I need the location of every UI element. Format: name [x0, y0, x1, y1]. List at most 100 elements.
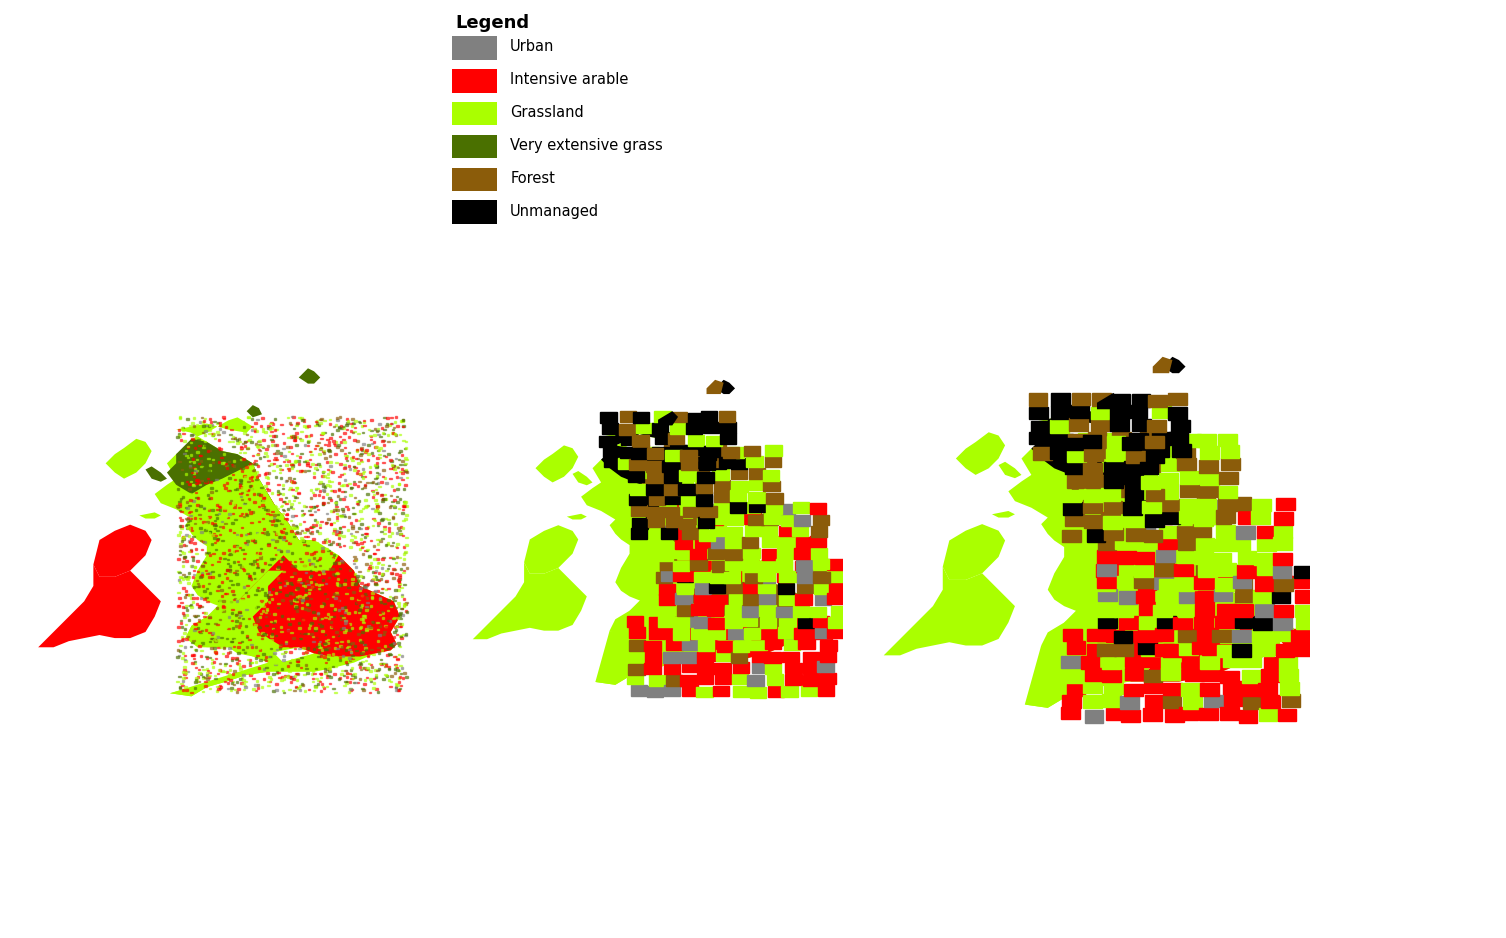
Bar: [372, 654, 375, 656]
Bar: [261, 635, 264, 637]
Bar: [196, 603, 199, 605]
Bar: [256, 620, 259, 622]
Bar: [358, 481, 360, 482]
Bar: [711, 561, 727, 571]
Bar: [351, 460, 354, 461]
Bar: [375, 482, 376, 484]
Bar: [233, 545, 236, 547]
Bar: [197, 571, 199, 572]
Bar: [346, 587, 349, 588]
Bar: [405, 610, 407, 612]
Bar: [384, 498, 386, 500]
Bar: [354, 469, 355, 471]
Polygon shape: [1071, 459, 1146, 524]
Bar: [256, 680, 259, 682]
Bar: [367, 669, 369, 671]
Bar: [363, 471, 364, 473]
Bar: [310, 533, 313, 534]
Bar: [226, 577, 229, 579]
Bar: [360, 606, 363, 608]
Bar: [401, 608, 402, 610]
Bar: [286, 508, 289, 509]
Bar: [301, 601, 303, 603]
Bar: [1069, 418, 1087, 431]
Bar: [1114, 643, 1133, 656]
Bar: [399, 578, 401, 580]
Bar: [709, 582, 726, 593]
Bar: [384, 673, 387, 675]
Bar: [244, 502, 245, 504]
Bar: [291, 631, 292, 633]
Bar: [387, 610, 389, 612]
Bar: [402, 605, 405, 607]
Bar: [733, 628, 750, 638]
Bar: [373, 464, 376, 465]
Bar: [301, 561, 303, 563]
Bar: [402, 501, 405, 503]
Bar: [227, 477, 230, 478]
Bar: [181, 510, 182, 512]
Bar: [235, 488, 238, 490]
Bar: [241, 527, 244, 528]
Bar: [300, 582, 303, 583]
Bar: [271, 598, 274, 599]
Bar: [211, 543, 214, 545]
Bar: [383, 603, 386, 604]
Bar: [803, 663, 819, 673]
Bar: [815, 628, 831, 640]
Bar: [258, 446, 259, 447]
Bar: [1163, 683, 1182, 695]
Bar: [248, 489, 250, 491]
Bar: [343, 428, 345, 429]
Bar: [265, 633, 267, 635]
Bar: [331, 653, 334, 655]
Bar: [349, 623, 351, 625]
Bar: [209, 554, 211, 556]
Bar: [274, 533, 277, 535]
Bar: [381, 440, 384, 442]
Bar: [191, 449, 194, 450]
Bar: [354, 427, 357, 429]
Bar: [330, 604, 333, 606]
Bar: [663, 469, 679, 480]
Bar: [306, 435, 307, 437]
Bar: [252, 563, 255, 565]
Bar: [315, 629, 316, 630]
Bar: [399, 433, 401, 435]
Bar: [280, 551, 282, 552]
Bar: [303, 419, 304, 420]
Bar: [351, 487, 352, 489]
Bar: [321, 649, 324, 651]
Bar: [313, 673, 315, 674]
Bar: [1125, 488, 1143, 501]
Bar: [333, 673, 336, 674]
Bar: [188, 512, 190, 513]
Bar: [343, 491, 346, 492]
Bar: [242, 586, 245, 587]
Bar: [711, 525, 726, 536]
Bar: [1253, 565, 1271, 578]
Bar: [395, 656, 398, 658]
Bar: [202, 507, 205, 509]
Bar: [360, 575, 361, 577]
Bar: [336, 495, 339, 497]
Bar: [679, 503, 696, 514]
Bar: [1140, 431, 1160, 444]
Bar: [181, 519, 182, 521]
Bar: [345, 623, 346, 624]
Bar: [176, 656, 179, 658]
Bar: [301, 599, 304, 601]
Bar: [803, 675, 819, 686]
Bar: [631, 686, 646, 696]
Bar: [370, 596, 373, 598]
Bar: [357, 441, 358, 442]
Bar: [699, 618, 714, 628]
Bar: [309, 563, 312, 565]
Bar: [399, 557, 402, 558]
Bar: [343, 466, 346, 468]
Bar: [389, 620, 392, 622]
Bar: [776, 559, 792, 569]
Bar: [256, 465, 259, 467]
Bar: [363, 689, 364, 690]
Bar: [393, 490, 396, 491]
